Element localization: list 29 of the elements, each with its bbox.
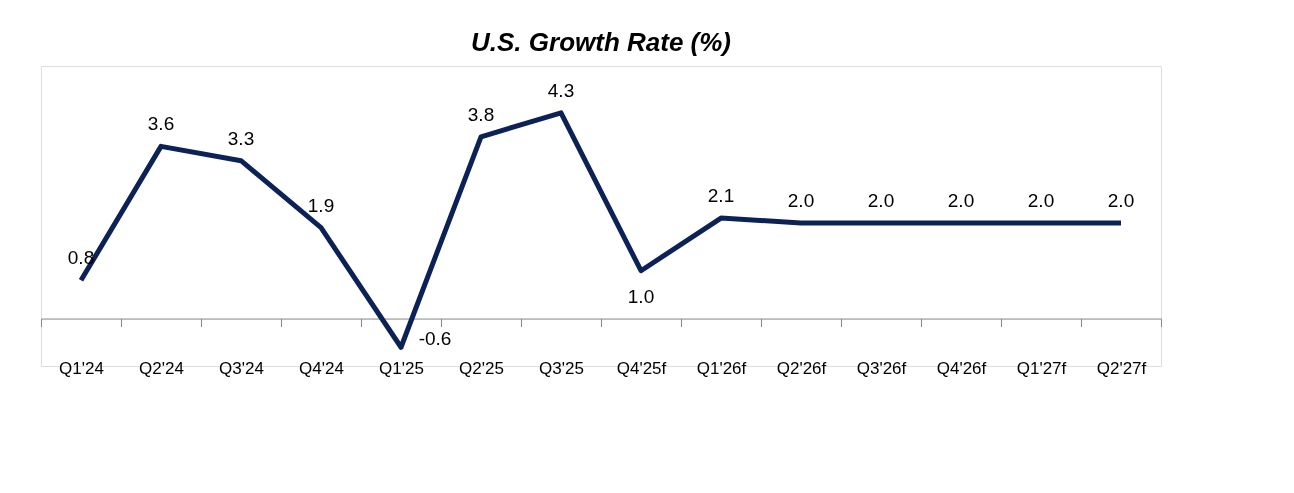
data-label: 3.6 [147, 113, 175, 135]
x-tick-label: Q2'25 [459, 359, 504, 379]
data-label: 2.0 [867, 189, 895, 211]
data-label: 0.8 [67, 247, 95, 269]
data-label: 2.0 [1107, 189, 1135, 211]
x-tick-label: Q1'27f [1016, 359, 1067, 379]
x-tick-label: Q2'27f [1096, 359, 1147, 379]
data-label: 2.1 [707, 185, 735, 207]
data-label: 2.0 [947, 189, 975, 211]
x-tick-label: Q3'24 [219, 359, 264, 379]
x-tick-label: Q3'26f [856, 359, 907, 379]
x-tick-label: Q1'26f [696, 359, 747, 379]
data-label: 1.9 [307, 194, 335, 216]
data-label: 4.3 [547, 79, 575, 101]
data-label: 3.8 [467, 103, 495, 125]
chart-title: U.S. Growth Rate (%) [470, 27, 732, 57]
x-tick-label: Q2'24 [139, 359, 184, 379]
data-label: 2.0 [787, 189, 815, 211]
x-tick-label: Q4'26f [936, 359, 987, 379]
data-label: -0.6 [418, 328, 452, 350]
data-label: 3.3 [227, 127, 255, 149]
data-label: 1.0 [627, 285, 655, 307]
x-tick-label: Q3'25 [539, 359, 584, 379]
x-tick-label: Q4'25f [616, 359, 667, 379]
x-tick-label: Q1'25 [379, 359, 424, 379]
x-tick-label: Q4'24 [299, 359, 344, 379]
data-label: 2.0 [1027, 189, 1055, 211]
x-tick-label: Q1'24 [59, 359, 104, 379]
x-tick-label: Q2'26f [776, 359, 827, 379]
